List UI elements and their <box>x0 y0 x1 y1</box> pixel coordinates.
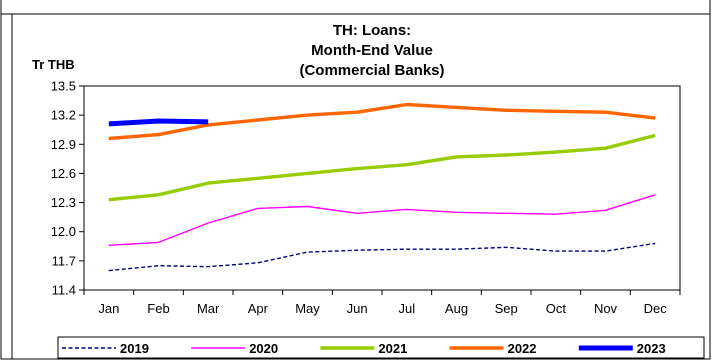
y-tick-label: 12.3 <box>51 195 76 210</box>
series-line-2021 <box>108 133 656 202</box>
series-line-2020 <box>108 194 656 246</box>
legend: 2019 2020 2021 2022 2023 <box>62 341 666 356</box>
chart-title-line-3: (Commercial Banks) <box>299 62 444 79</box>
legend-label-2020: 2020 <box>249 341 278 356</box>
x-tick-label-jul: Jul <box>399 301 416 316</box>
legend-label-2019: 2019 <box>120 341 149 356</box>
y-tick-label: 13.2 <box>51 108 76 123</box>
x-tick-label-jun: Jun <box>347 301 368 316</box>
y-tick-label: 11.7 <box>52 253 76 268</box>
x-tick-label-dec: Dec <box>644 301 668 316</box>
y-tick-label: 11.4 <box>52 283 76 298</box>
x-axis: Jan Feb Mar Apr May Jun Jul Aug Sep Oct Nov Dec <box>83 290 681 316</box>
y-tick-label: 13.5 <box>51 79 76 94</box>
x-tick-label-feb: Feb <box>147 301 169 316</box>
y-axis: 11.4 11.7 12.0 12.3 12.6 12.9 13.2 13.5 <box>51 79 84 298</box>
y-unit-label: Tr THB <box>32 57 75 72</box>
legend-box <box>57 336 705 359</box>
x-tick-label-aug: Aug <box>445 301 468 316</box>
y-tick-label: 12.6 <box>51 166 76 181</box>
x-tick-label-nov: Nov <box>594 301 618 316</box>
chart-title-line-2: Month-End Value <box>311 42 433 59</box>
series-lines <box>108 102 656 272</box>
x-tick-label-mar: Mar <box>197 301 220 316</box>
series-line-2023 <box>108 118 209 127</box>
legend-label-2021: 2021 <box>378 341 407 356</box>
chart-title-line-1: TH: Loans: <box>333 22 411 39</box>
x-tick-label-sep: Sep <box>495 301 518 316</box>
y-tick-label: 12.9 <box>51 137 76 152</box>
x-tick-label-oct: Oct <box>546 301 567 316</box>
series-line-2019 <box>108 242 656 272</box>
x-tick-label-apr: Apr <box>248 301 269 316</box>
chart-frame <box>0 13 711 360</box>
series-line-2022 <box>108 102 656 141</box>
legend-label-2022: 2022 <box>508 341 537 356</box>
x-tick-label-may: May <box>295 301 320 316</box>
legend-label-2023: 2023 <box>637 341 666 356</box>
x-tick-label-jan: Jan <box>98 301 119 316</box>
y-tick-label: 12.0 <box>51 224 76 239</box>
